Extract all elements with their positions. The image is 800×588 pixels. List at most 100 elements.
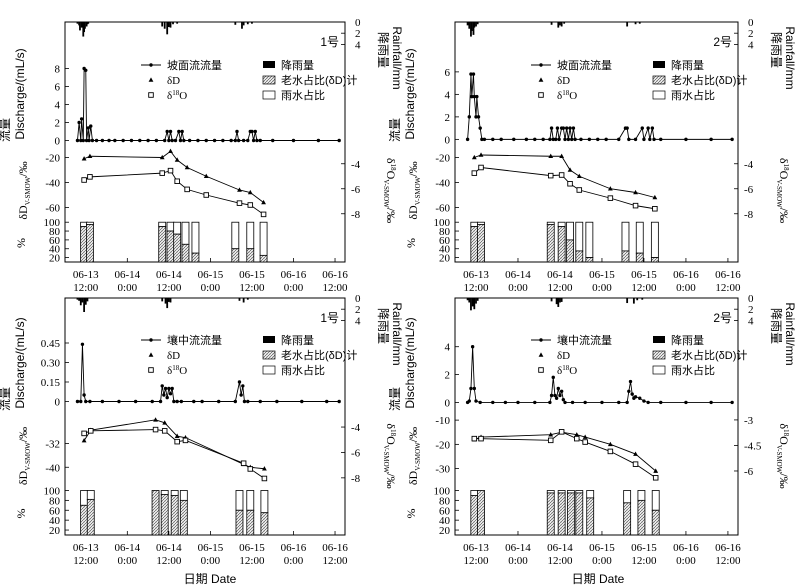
discharge-point <box>469 72 473 76</box>
dD-point <box>174 433 180 438</box>
rain-bar <box>466 298 469 301</box>
rain-bar <box>468 22 471 29</box>
discharge-point <box>77 120 81 125</box>
discharge-point <box>566 137 571 142</box>
d18O-tick-label: -3 <box>744 415 754 427</box>
rain-bar <box>84 22 86 29</box>
old-water-bar <box>637 499 646 536</box>
discharge-point <box>571 126 576 130</box>
dD-tick-label: -20 <box>45 153 60 165</box>
d18O-point <box>260 211 267 218</box>
dD-point <box>203 173 209 179</box>
discharge-point <box>467 115 471 119</box>
rain-bar <box>161 298 164 302</box>
rain-water-bar <box>470 490 479 496</box>
discharge-point <box>84 138 89 143</box>
discharge-point <box>158 399 163 404</box>
rain-bar <box>242 298 245 303</box>
discharge-point <box>512 137 516 142</box>
discharge-tick-label: 0.30 <box>41 358 61 370</box>
discharge-point <box>221 138 225 143</box>
pct-axis-label: % <box>14 238 28 248</box>
discharge-point <box>235 129 239 134</box>
x-tick-label-date: 06-15 <box>239 269 265 281</box>
legend-dD-marker <box>148 352 154 357</box>
discharge-point <box>242 399 247 404</box>
discharge-point <box>179 399 184 404</box>
rain-bar <box>167 298 170 302</box>
discharge-point <box>491 137 495 142</box>
d18O-point <box>88 428 94 434</box>
discharge-point <box>491 400 495 405</box>
discharge-point <box>659 400 663 405</box>
dD-point <box>576 173 582 179</box>
dD-point <box>652 194 658 200</box>
d18O-point <box>203 192 209 198</box>
x-tick-label-time: 12:00 <box>631 282 657 294</box>
pct-tick-label: 40 <box>439 515 451 527</box>
discharge-point <box>84 399 88 404</box>
pct-tick-label: 100 <box>434 485 451 497</box>
discharge-point <box>533 137 537 142</box>
d18O-axis-label: δ18OV-SMOW/‰ <box>775 158 791 223</box>
rain-tick-label: 0 <box>355 17 361 29</box>
rain-bar <box>559 298 561 303</box>
discharge-point <box>709 137 713 142</box>
rain-tick-label: 2 <box>748 304 754 316</box>
old-water-bar <box>191 252 200 263</box>
x-tick-label-date: 06-14 <box>114 269 140 281</box>
discharge-point <box>316 138 321 143</box>
legend-rain-swatch <box>653 61 665 68</box>
discharge-point <box>648 137 652 142</box>
discharge-point <box>246 399 250 404</box>
discharge-point <box>627 137 631 142</box>
dD-point <box>184 164 190 170</box>
dD-point <box>607 186 613 191</box>
discharge-tick-label: 2 <box>445 370 451 382</box>
rain-bar <box>634 22 637 25</box>
d18O-point <box>182 437 189 444</box>
discharge-point <box>154 138 159 143</box>
dD-point <box>633 189 638 195</box>
legend-flow-label: 壤中流流量 <box>557 333 612 347</box>
rain-water-bar <box>86 490 95 500</box>
rain-bar <box>86 298 89 302</box>
discharge-point <box>337 138 341 143</box>
dD-tick-label: -10 <box>435 415 450 427</box>
x-tick-label-time: 12:00 <box>73 282 99 294</box>
discharge-point <box>730 400 734 405</box>
legend-flow-marker <box>149 338 153 342</box>
dD-point <box>153 417 158 422</box>
dD-point <box>168 148 173 154</box>
x-tick-label-time: 0:00 <box>118 555 138 567</box>
legend-rain-label: 降雨量 <box>281 333 314 347</box>
old-water-bar <box>246 509 255 536</box>
x-tick-label-time: 12:00 <box>547 555 573 567</box>
legend-rain-swatch <box>653 336 665 343</box>
dD-axis-label: δDV-SMOW/‰ <box>16 161 32 219</box>
dD-point <box>574 432 580 437</box>
discharge-point <box>730 137 734 142</box>
x-tick-label-date: 06-13 <box>73 269 99 281</box>
discharge-point <box>559 389 564 393</box>
old-water-bar <box>566 239 574 263</box>
rain-bar <box>242 22 245 26</box>
legend-d18O-label: δ18O <box>557 89 577 102</box>
discharge-point <box>187 138 192 143</box>
discharge-point <box>516 400 520 405</box>
old-water-bar <box>470 226 479 263</box>
discharge-point <box>79 399 83 404</box>
old-water-bar <box>235 509 244 536</box>
d18O-point <box>174 438 180 445</box>
x-tick-label-date: 06-14 <box>547 269 573 281</box>
rain-water-bar <box>557 221 566 228</box>
x-tick-label-time: 12:00 <box>156 555 182 567</box>
rain-bar <box>470 298 472 311</box>
x-tick-label-time: 0:00 <box>592 555 612 567</box>
rain-bar <box>476 298 479 301</box>
plot-frame <box>454 297 739 536</box>
discharge-point <box>229 138 233 143</box>
rain-bar <box>473 22 476 28</box>
discharge-point <box>630 392 634 396</box>
